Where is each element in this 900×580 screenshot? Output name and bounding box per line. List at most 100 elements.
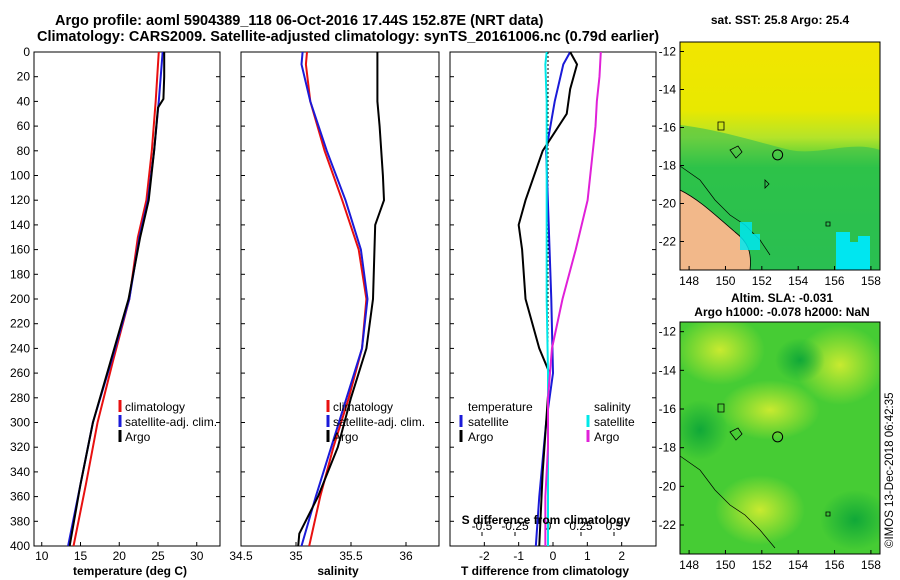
depth-tick-label: 0 (23, 45, 30, 59)
lat-tick-label: -14 (659, 83, 677, 97)
depth-tick-label: 400 (10, 539, 30, 553)
lat-tick-label: -14 (659, 363, 677, 377)
sla-high-4 (715, 475, 805, 545)
lat-tick-label: -18 (659, 441, 677, 455)
lon-tick-label: 152 (752, 274, 772, 288)
sst-map-title: sat. SST: 25.8 Argo: 25.4 (711, 13, 850, 27)
lon-tick-label: 152 (752, 558, 772, 572)
climatology-salinity-line (304, 51, 368, 547)
depth-tick-label: 160 (10, 243, 30, 257)
cyan-patch-2 (740, 222, 760, 250)
lat-tick-label: -16 (659, 402, 677, 416)
salinity-tick-label: 35.5 (339, 549, 363, 563)
lat-tick-label: -22 (659, 235, 677, 249)
temperature-axes (33, 51, 221, 547)
salinity-xlabel: salinity (317, 564, 359, 578)
t-satellite-difference-line (534, 51, 572, 547)
temperature-x-ticks: 10 15 20 25 30 (35, 542, 204, 563)
sla-low-1 (680, 400, 728, 460)
legend-s-argo-label: Argo (594, 430, 620, 444)
sst-lat-ticks: -12 -14 -16 -18 -20 -22 (659, 45, 684, 249)
legend-t-satellite-label: satellite (468, 415, 509, 429)
temperature-tick-label: 30 (190, 549, 204, 563)
sla-map-frame (679, 321, 881, 555)
depth-tick-label: 360 (10, 490, 30, 504)
salinity-tick-label: 36 (399, 549, 413, 563)
legend-climatology-label: climatology (125, 400, 185, 414)
sla-high-3 (720, 380, 820, 440)
sst-map: sat. SST: 25.8 Argo: 25.4 148 150 152 154 15… (659, 13, 882, 288)
sla-map-subtitle: Argo h1000: -0.078 h2000: NaN (694, 305, 869, 319)
difference-panel: -2 -1 0 1 2 -0.5 -0.25 0 0.25 0.5 T difference f… (449, 51, 657, 578)
legend-t-argo-label: Argo (468, 430, 494, 444)
t-difference-tick-label: -2 (479, 549, 490, 563)
temperature-tick-label: 15 (74, 549, 88, 563)
lon-tick-label: 148 (679, 558, 699, 572)
sla-reef-outline (680, 455, 776, 549)
land-mass (680, 189, 751, 270)
depth-tick-label: 140 (10, 218, 30, 232)
sla-argo-position-marker (772, 431, 784, 443)
depth-tick-label: 260 (10, 366, 30, 380)
lat-tick-label: -22 (659, 518, 677, 532)
sla-reef-islands (717, 403, 831, 517)
sla-low-2 (775, 338, 825, 382)
legend-satellite-label: satellite-adj. clim. (125, 415, 217, 429)
lat-tick-label: -20 (659, 197, 677, 211)
lon-tick-label: 148 (679, 274, 699, 288)
sst-map-frame (679, 41, 881, 271)
temperature-lines (67, 51, 166, 547)
depth-tick-label: 100 (10, 169, 30, 183)
temperature-panel: 0 20 40 60 80 100 120 140 160 180 200 220 240 260 280 3… (10, 45, 221, 578)
lon-tick-label: 158 (861, 558, 881, 572)
legend-argo-label: Argo (125, 430, 151, 444)
salinity-tick-label: 34.5 (229, 549, 253, 563)
lon-tick-label: 154 (788, 274, 808, 288)
s-argo-difference-line (544, 51, 602, 546)
s-difference-tick-label: -0.25 (501, 519, 529, 533)
depth-tick-label: 220 (10, 317, 30, 331)
salinity-y-tickmarks (241, 51, 439, 547)
sla-map: Altim. SLA: -0.031 Argo h1000: -0.078 h2… (659, 291, 882, 572)
sla-lat-ticks: -12 -14 -16 -18 -20 -22 (659, 325, 684, 532)
title-line-2: Climatology: CARS2009. Satellite-adjuste… (37, 29, 659, 45)
s-difference-xlabel: S difference from climatology (462, 513, 631, 527)
lat-tick-label: -16 (659, 121, 677, 135)
temperature-tick-label: 25 (151, 549, 165, 563)
difference-axes (449, 51, 657, 547)
t-difference-x-ticks: -2 -1 0 1 2 (479, 542, 625, 563)
t-difference-tick-label: 1 (584, 549, 591, 563)
depth-tick-label: 320 (10, 440, 30, 454)
depth-tick-label: 280 (10, 391, 30, 405)
depth-ticks: 0 20 40 60 80 100 120 140 160 180 200 220 240 260 280 3… (10, 45, 220, 553)
lat-tick-label: -12 (659, 45, 677, 59)
lat-tick-label: -12 (659, 325, 677, 339)
lon-tick-label: 156 (825, 274, 845, 288)
argo-temperature-line (68, 52, 166, 547)
difference-lines (517, 51, 602, 547)
legend-argo-label: Argo (333, 430, 359, 444)
depth-tick-label: 340 (10, 465, 30, 479)
reef-islands (717, 121, 831, 227)
t-argo-difference-line (517, 51, 579, 547)
sla-lon-ticks: 148 150 152 154 156 158 (679, 550, 881, 572)
t-difference-tick-label: 2 (618, 549, 625, 563)
lat-tick-label: -18 (659, 159, 677, 173)
t-difference-xlabel: T difference from climatology (461, 564, 629, 578)
legend-satellite-label: satellite-adj. clim. (333, 415, 425, 429)
salinity-axes (240, 51, 440, 547)
legend-s-satellite-label: satellite (594, 415, 635, 429)
imos-watermark: ©IMOS 13-Dec-2018 06:42:35 (884, 392, 896, 548)
s-difference-x-ticks: -0.5-0.2500.250.5 (472, 519, 623, 536)
legend-salinity-title: salinity (594, 400, 631, 414)
legend-climatology-label: climatology (333, 400, 393, 414)
cyan-patch (836, 232, 870, 270)
legend-temperature-title: temperature (468, 400, 533, 414)
sst-lon-ticks: 148 150 152 154 156 158 (679, 266, 881, 288)
temperature-legend: climatology satellite-adj. clim. Argo (118, 400, 217, 444)
difference-y-tickmarks (450, 51, 656, 547)
depth-tick-label: 20 (17, 70, 31, 84)
sla-low-3 (820, 490, 880, 550)
lon-tick-label: 156 (825, 558, 845, 572)
